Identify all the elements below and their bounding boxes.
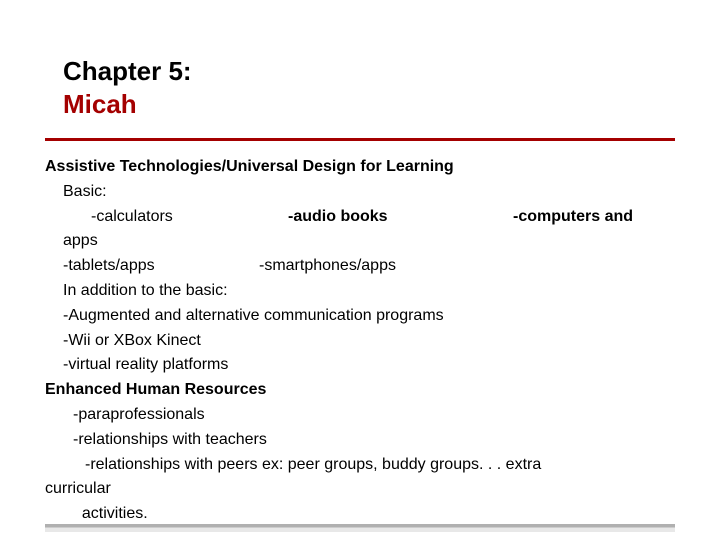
peers-line: -relationships with peers ex: peer group… [85,453,675,478]
section2-heading: Enhanced Human Resources [45,378,675,403]
section1-heading: Assistive Technologies/Universal Design … [45,155,675,180]
slide-title: Chapter 5: Micah [63,55,675,120]
basic-row: -calculators -audio books -computers and [63,205,675,230]
addition-item-2: -virtual reality platforms [63,353,675,378]
apps-line: apps [63,229,675,254]
hr-item-1: -relationships with teachers [73,428,675,453]
hr-item-0: -paraprofessionals [73,403,675,428]
basic-col2: -audio books [288,205,513,230]
smartphones-text: -smartphones/apps [259,257,396,274]
title-line-1: Chapter 5: [63,55,675,88]
tablets-smartphones-line: -tablets/apps-smartphones/apps [63,254,675,279]
bottom-rule [45,524,675,532]
basic-col1: -calculators [63,205,288,230]
title-line-2: Micah [63,88,675,121]
tablets-text: -tablets/apps [63,254,259,279]
slide: Chapter 5: Micah Assistive Technologies/… [0,0,720,540]
curricular-line: curricular [45,477,675,502]
addition-label: In addition to the basic: [63,279,675,304]
basic-col3: -computers and [513,205,675,230]
basic-label: Basic: [63,180,675,205]
addition-item-1: -Wii or XBox Kinect [63,329,675,354]
title-rule [45,138,675,141]
slide-body: Assistive Technologies/Universal Design … [45,155,675,527]
addition-item-0: -Augmented and alternative communication… [63,304,675,329]
